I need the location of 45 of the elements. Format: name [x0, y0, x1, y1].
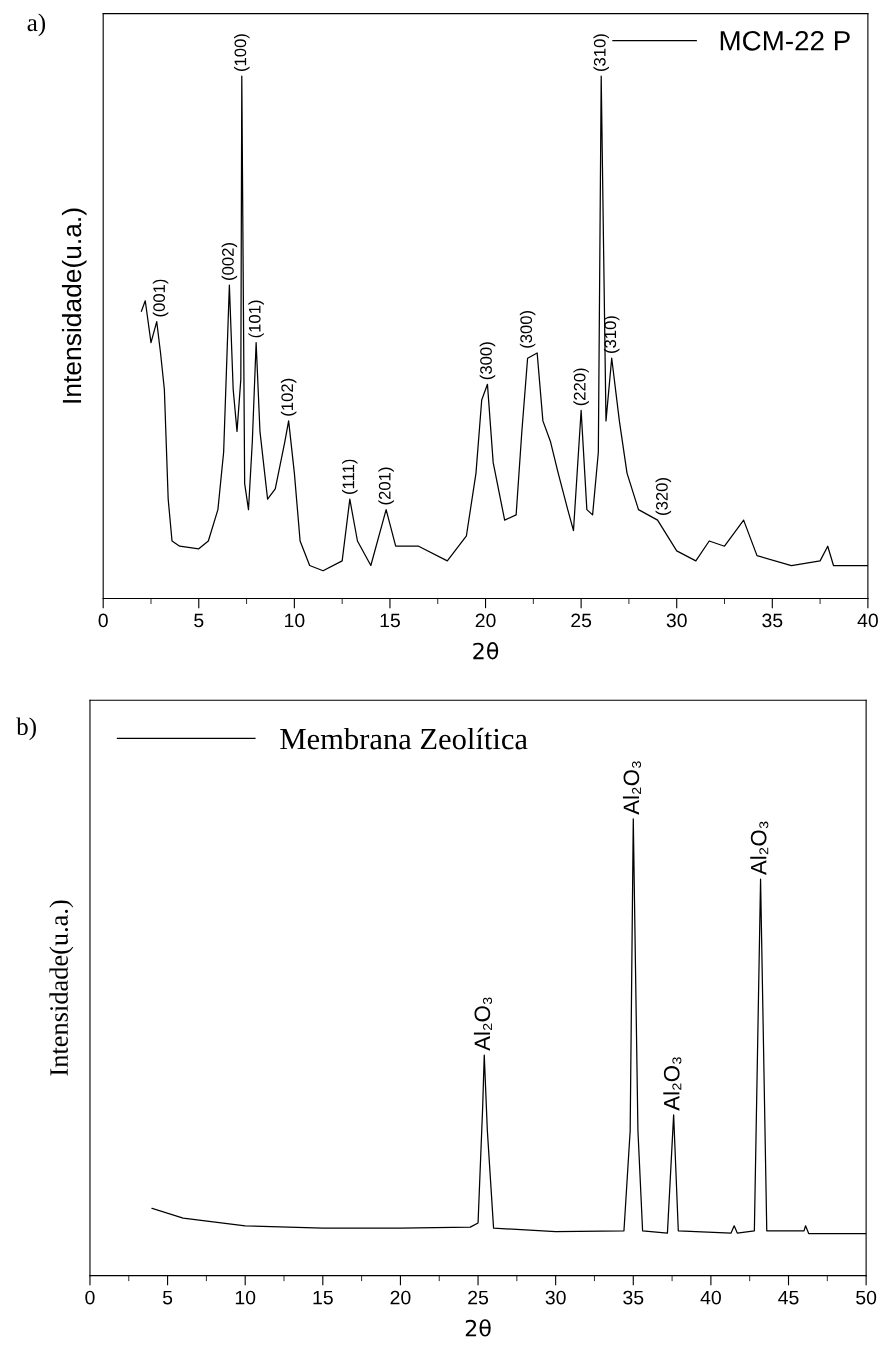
annotation: (100)	[234, 34, 250, 72]
x-tick-label: 20	[475, 613, 496, 628]
annotation: (201)	[378, 467, 394, 505]
legend-label: MCM-22 P	[720, 30, 850, 51]
annotation: (310)	[593, 34, 609, 72]
annotation: (111)	[342, 459, 358, 495]
x-tick-label: 25	[468, 1290, 489, 1305]
annotation: (102)	[280, 378, 297, 416]
annotation: Al₂O₃	[473, 997, 493, 1051]
x-tick-label: 45	[778, 1290, 799, 1305]
annotation: (101)	[248, 300, 264, 338]
annotation: (220)	[573, 368, 589, 406]
annotation: (001)	[152, 279, 169, 317]
annotation: (310)	[603, 316, 620, 354]
x-tick-label: 5	[162, 1290, 173, 1305]
x-tick-label: 40	[700, 1290, 721, 1305]
y-axis-title: Intensidade(u.a.)	[61, 208, 87, 403]
x-tick-label: 20	[390, 1290, 411, 1305]
annotation: Al₂O₃	[750, 821, 769, 875]
x-tick-label: 25	[571, 613, 592, 628]
x-tick-label: 50	[856, 1290, 877, 1305]
x-tick-label: 10	[235, 1290, 256, 1305]
x-tick-label: 5	[194, 613, 204, 628]
annotation: (320)	[655, 478, 672, 515]
x-tick-label: 10	[285, 613, 305, 628]
x-tick-label: 0	[85, 1290, 95, 1305]
x-axis-title: 2θ	[465, 1319, 491, 1337]
chart-title: b)	[16, 717, 36, 741]
x-tick-label: 30	[545, 1290, 566, 1305]
annotation: (300)	[479, 342, 496, 380]
x-tick-label: 30	[666, 613, 687, 628]
x-tick-label: 40	[857, 613, 878, 628]
legend-label: Membrana Zeolítica	[280, 727, 528, 750]
y-axis-title: Intensidade(u.a.)	[49, 900, 74, 1076]
x-tick-label: 15	[380, 613, 400, 628]
x-tick-label: 0	[98, 613, 108, 628]
annotation: Al₂O₃	[622, 761, 642, 815]
annotation: (002)	[221, 243, 238, 280]
x-axis-title: 2θ	[473, 642, 499, 660]
chart-title: a)	[27, 13, 46, 37]
x-tick-label: 15	[313, 1290, 333, 1305]
x-tick-label: 35	[623, 1290, 644, 1305]
annotation: (300)	[519, 310, 536, 348]
annotation: Al₂O₃	[663, 1057, 682, 1111]
x-tick-label: 35	[762, 613, 783, 628]
